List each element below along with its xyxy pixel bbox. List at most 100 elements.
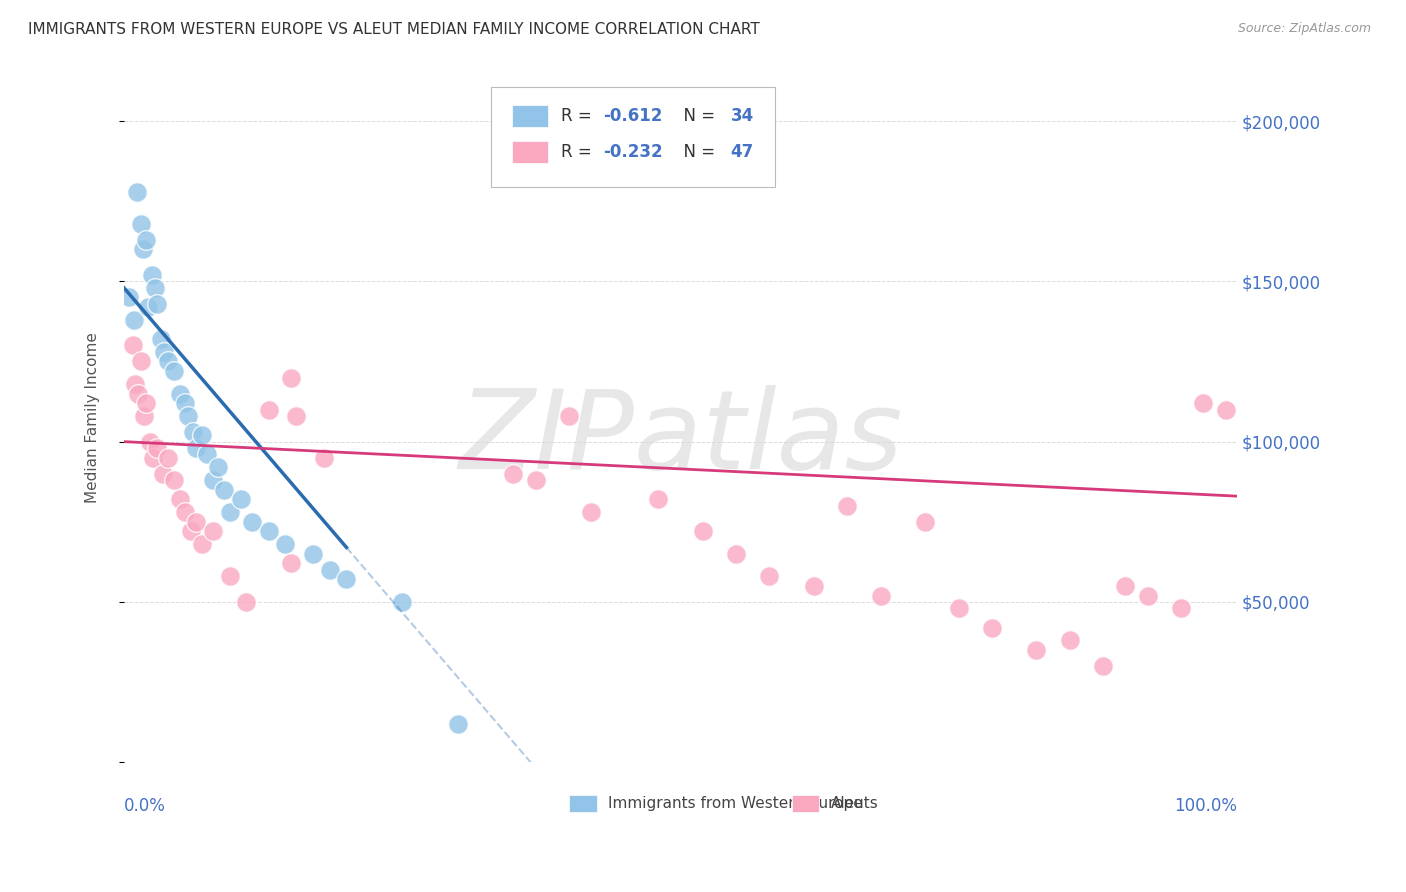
Point	[146, 441, 169, 455]
Point	[143, 281, 166, 295]
Point	[191, 537, 214, 551]
Point	[302, 547, 325, 561]
Point	[121, 338, 143, 352]
Point	[558, 409, 581, 423]
Point	[1059, 633, 1081, 648]
Text: IMMIGRANTS FROM WESTERN EUROPE VS ALEUT MEDIAN FAMILY INCOME CORRELATION CHART: IMMIGRANTS FROM WESTERN EUROPE VS ALEUT …	[28, 22, 759, 37]
Point	[169, 386, 191, 401]
Point	[201, 524, 224, 539]
Point	[218, 569, 240, 583]
Text: 47: 47	[730, 144, 754, 161]
Point	[335, 573, 357, 587]
Point	[153, 344, 176, 359]
Point	[181, 425, 204, 439]
Point	[1092, 659, 1115, 673]
FancyBboxPatch shape	[491, 87, 775, 186]
FancyBboxPatch shape	[792, 795, 820, 813]
Point	[980, 621, 1002, 635]
Point	[169, 492, 191, 507]
Point	[118, 290, 141, 304]
Point	[1170, 601, 1192, 615]
Point	[186, 441, 208, 455]
Point	[319, 563, 342, 577]
Point	[235, 595, 257, 609]
Text: 34: 34	[730, 107, 754, 126]
Point	[948, 601, 970, 615]
Text: R =: R =	[561, 144, 598, 161]
FancyBboxPatch shape	[512, 141, 548, 163]
Point	[127, 386, 149, 401]
Point	[180, 524, 202, 539]
Point	[127, 185, 149, 199]
Point	[280, 370, 302, 384]
Text: Immigrants from Western Europe: Immigrants from Western Europe	[607, 796, 863, 811]
Text: N =: N =	[672, 107, 720, 126]
Point	[129, 354, 152, 368]
Point	[177, 409, 200, 423]
Point	[135, 233, 157, 247]
Point	[502, 467, 524, 481]
Point	[869, 589, 891, 603]
Point	[146, 297, 169, 311]
Point	[212, 483, 235, 497]
Point	[285, 409, 308, 423]
Text: 0.0%: 0.0%	[124, 797, 166, 814]
Point	[207, 460, 229, 475]
Point	[138, 434, 160, 449]
Point	[240, 515, 263, 529]
Point	[149, 332, 172, 346]
Point	[581, 505, 603, 519]
Text: -0.612: -0.612	[603, 107, 662, 126]
Text: Aleuts: Aleuts	[831, 796, 879, 811]
FancyBboxPatch shape	[512, 105, 548, 128]
Point	[191, 428, 214, 442]
Point	[218, 505, 240, 519]
Point	[142, 450, 165, 465]
Point	[141, 268, 163, 282]
Point	[1025, 643, 1047, 657]
Point	[157, 354, 180, 368]
Text: ZIPatlas: ZIPatlas	[458, 384, 903, 491]
Point	[280, 557, 302, 571]
Point	[135, 396, 157, 410]
Point	[647, 492, 669, 507]
Text: N =: N =	[672, 144, 720, 161]
Point	[229, 492, 252, 507]
Point	[837, 499, 859, 513]
Point	[157, 450, 180, 465]
Point	[914, 515, 936, 529]
Point	[186, 515, 208, 529]
Point	[163, 364, 186, 378]
Point	[129, 217, 152, 231]
Point	[163, 473, 186, 487]
Point	[1114, 579, 1136, 593]
Point	[257, 524, 280, 539]
Point	[138, 300, 160, 314]
Point	[724, 547, 747, 561]
Text: 100.0%: 100.0%	[1174, 797, 1237, 814]
Point	[132, 242, 155, 256]
Point	[1136, 589, 1159, 603]
Point	[201, 473, 224, 487]
Point	[391, 595, 413, 609]
Point	[174, 396, 197, 410]
Point	[314, 450, 336, 465]
Point	[758, 569, 780, 583]
Point	[257, 402, 280, 417]
Point	[692, 524, 714, 539]
Point	[803, 579, 825, 593]
Y-axis label: Median Family Income: Median Family Income	[86, 332, 100, 503]
Point	[447, 716, 470, 731]
Point	[1215, 402, 1237, 417]
Text: -0.232: -0.232	[603, 144, 664, 161]
Point	[124, 376, 146, 391]
Point	[122, 313, 145, 327]
Text: R =: R =	[561, 107, 598, 126]
Point	[132, 409, 155, 423]
FancyBboxPatch shape	[569, 795, 598, 813]
Point	[152, 467, 174, 481]
Point	[174, 505, 197, 519]
Text: Source: ZipAtlas.com: Source: ZipAtlas.com	[1237, 22, 1371, 36]
Point	[274, 537, 297, 551]
Point	[195, 447, 218, 461]
